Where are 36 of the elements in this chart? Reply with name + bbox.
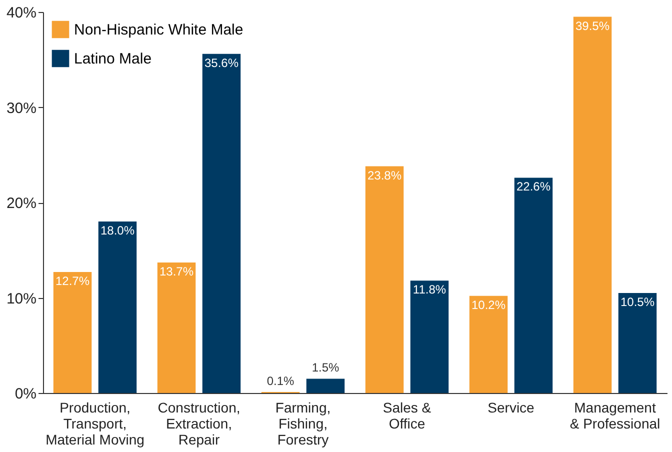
data-label: 35.6% [204, 56, 239, 70]
x-tick-label: Service [488, 400, 535, 416]
bar [618, 292, 657, 393]
y-tick-label: 40% [6, 4, 36, 22]
bar [514, 178, 553, 393]
bar [98, 222, 137, 393]
data-label: 22.6% [516, 180, 551, 194]
x-tick-label: Farming, Fishing, Forestry [275, 400, 331, 448]
bar [306, 378, 345, 393]
data-label: 11.8% [412, 282, 446, 297]
x-tick-label: Management & Professional [570, 400, 660, 432]
y-tick-label: 30% [6, 100, 36, 117]
x-tick-label: Construction, Extraction, Repair [158, 400, 240, 448]
y-tick-label: 10% [6, 290, 36, 308]
bar [202, 54, 241, 393]
y-tick-label: 0% [14, 386, 36, 402]
y-tick-label: 20% [6, 195, 36, 212]
legend-label: Non-Hispanic White Male [74, 22, 244, 38]
data-label: 39.5% [576, 18, 610, 33]
data-label: 0.1% [266, 374, 295, 388]
data-label: 13.7% [160, 264, 194, 279]
data-label: 18.0% [100, 224, 135, 238]
bar [53, 272, 92, 393]
data-label: 23.8% [368, 168, 402, 182]
bar [365, 166, 404, 393]
data-label: 1.5% [312, 360, 340, 375]
bar [157, 262, 196, 393]
legend-label: Latino Male [74, 50, 152, 68]
x-tick-label: Production, Transport, Material Moving [46, 400, 144, 448]
x-tick-label: Sales & Office [382, 400, 432, 432]
bar [469, 296, 508, 393]
bar [573, 16, 612, 393]
data-label: 10.2% [472, 298, 506, 312]
bar [410, 280, 449, 393]
data-label: 12.7% [56, 274, 90, 288]
data-label: 10.5% [620, 294, 655, 309]
